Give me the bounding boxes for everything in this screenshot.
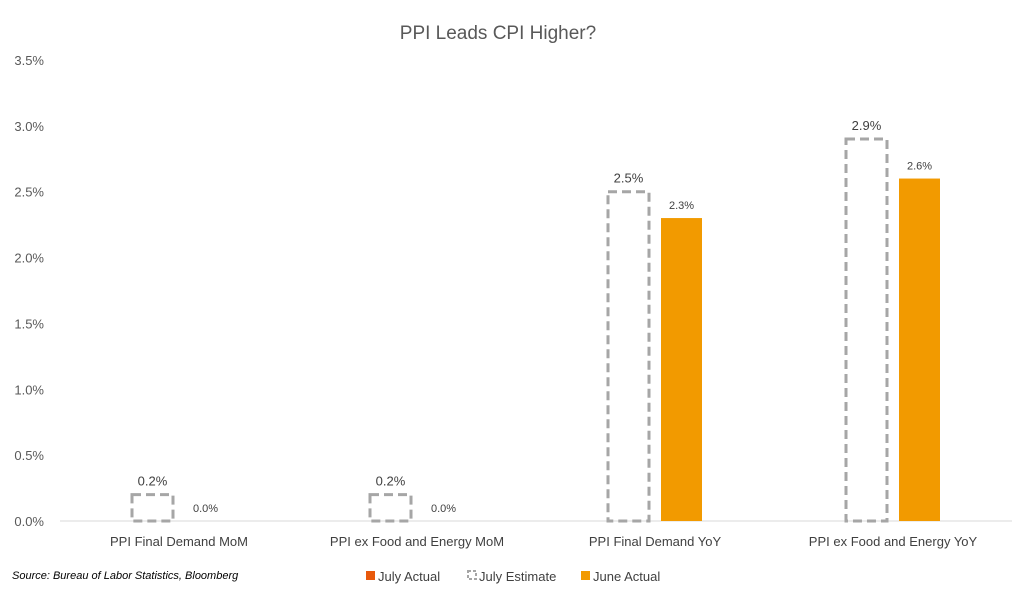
data-label-june-actual: 0.0%: [431, 503, 456, 515]
bar-july-estimate: [130, 493, 175, 523]
x-tick-label: PPI Final Demand MoM: [110, 534, 248, 549]
y-tick-label: 1.0%: [14, 382, 44, 397]
bar-june-actual: [661, 218, 702, 522]
x-tick-label: PPI Final Demand YoY: [589, 534, 722, 549]
data-label-july-estimate: 0.2%: [376, 474, 406, 489]
x-tick-label: PPI ex Food and Energy MoM: [330, 534, 504, 549]
y-tick-label: 3.5%: [14, 53, 44, 68]
y-tick-label: 0.5%: [14, 448, 44, 463]
legend-swatch: [467, 570, 477, 580]
y-tick-label: 1.5%: [14, 316, 44, 331]
data-label-june-actual: 2.3%: [669, 200, 694, 212]
x-axis-labels: PPI Final Demand MoM PPI ex Food and Ener…: [110, 534, 978, 549]
data-label-july-estimate: 2.5%: [614, 171, 644, 186]
x-tick-label: PPI ex Food and Energy YoY: [809, 534, 978, 549]
y-tick-label: 2.0%: [14, 251, 44, 266]
y-tick-label: 0.0%: [14, 514, 44, 529]
bar-july-estimate: [368, 493, 413, 523]
legend-label: June Actual: [593, 569, 660, 584]
data-label-july-estimate: 2.9%: [852, 118, 882, 133]
data-label-june-actual: 2.6%: [907, 161, 932, 173]
y-tick-label: 2.5%: [14, 185, 44, 200]
legend-label: July Actual: [378, 569, 440, 584]
data-label-june-actual: 0.0%: [193, 503, 218, 515]
bars: 0.2% 0.0% 0.2% 0.0% 2.5% 2.3% 2.9% 2.6%: [130, 118, 940, 523]
chart-title: PPI Leads CPI Higher?: [400, 23, 596, 44]
y-tick-label: 3.0%: [14, 119, 44, 134]
legend-swatch: [366, 571, 375, 580]
bar-june-actual: [899, 178, 940, 522]
legend-swatch: [581, 571, 590, 580]
source-note: Source: Bureau of Labor Statistics, Bloo…: [12, 570, 239, 582]
bar-july-estimate: [844, 137, 889, 523]
legend: July Actual July Estimate June Actual: [366, 569, 660, 584]
bar-july-estimate: [606, 190, 651, 523]
legend-label: July Estimate: [479, 569, 556, 584]
data-label-july-estimate: 0.2%: [138, 474, 168, 489]
y-axis: 0.0% 0.5% 1.0% 1.5% 2.0% 2.5% 3.0% 3.5%: [14, 53, 44, 529]
